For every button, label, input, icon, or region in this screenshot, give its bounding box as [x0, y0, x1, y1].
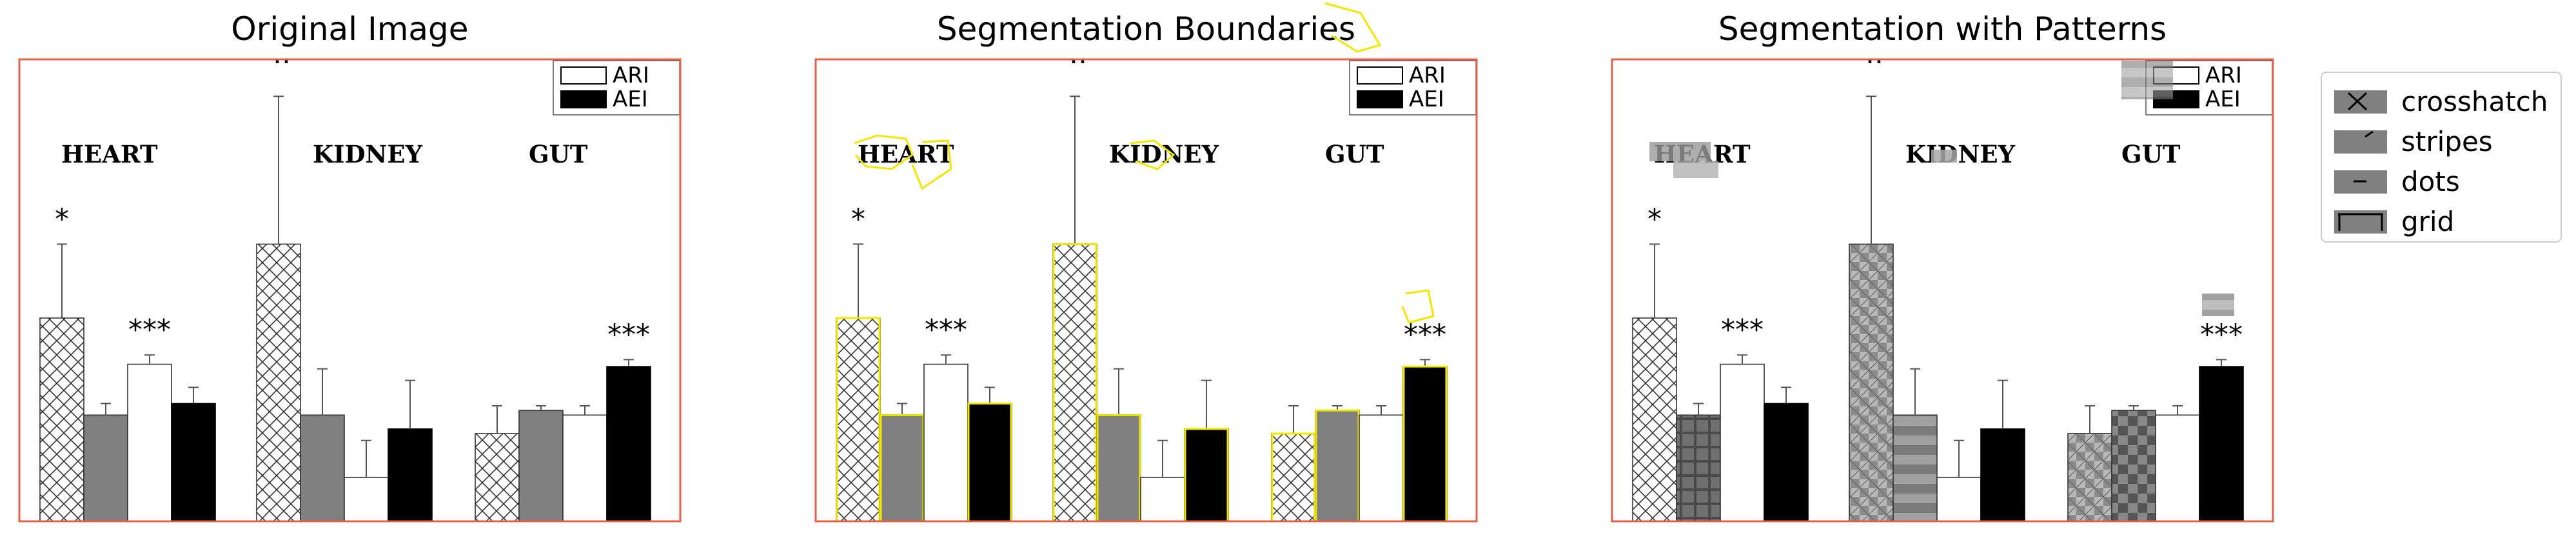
bar-gut-s1 — [1271, 433, 1316, 522]
bar-heart-s2 — [83, 414, 128, 522]
bar-heart-s4 — [1764, 403, 1809, 522]
pattern-legend: crosshatch stripes dots grid — [2321, 72, 2562, 243]
bar-kidney-s4 — [1980, 428, 2025, 522]
legend-label-ari: ARI — [1409, 63, 1446, 88]
top-tick-mark: .. — [273, 37, 291, 70]
group-label-gut: GUT — [2121, 140, 2181, 168]
pattern-legend-label-stripes: stripes — [2401, 126, 2493, 157]
bar-kidney-s3 — [1936, 477, 1981, 522]
panel-title: Segmentation Boundaries — [937, 10, 1355, 48]
slash-glyph-icon — [2365, 130, 2374, 138]
pattern-legend-box — [2321, 72, 2562, 243]
group-label-gut: GUT — [529, 140, 588, 168]
bar-gut-s3 — [562, 414, 607, 522]
panel-title: Original Image — [231, 10, 468, 48]
bar-gut-s1 — [2067, 433, 2112, 522]
bar-heart-s4 — [171, 403, 216, 522]
pattern-blob — [1673, 161, 1718, 178]
segment-outline — [854, 134, 914, 170]
bar-heart-s4 — [967, 403, 1012, 522]
pattern-swatch-crosshatch — [2334, 90, 2387, 114]
plot-frame — [18, 58, 682, 523]
bar-heart-s2 — [1676, 414, 1721, 522]
legend-label-ari: ARI — [613, 63, 649, 88]
bar-heart-s3 — [923, 363, 968, 522]
legend-label-aei: AEI — [613, 86, 648, 112]
panel-1: Original Image..HEART KIDNEY GUT**** ***ARI… — [18, 10, 682, 523]
bar-kidney-s4 — [1184, 428, 1229, 522]
significance-label: *** — [2200, 318, 2243, 351]
pattern-legend-label-grid: grid — [2401, 206, 2454, 237]
bar-gut-s4 — [606, 366, 651, 522]
legend-swatch-aei — [1357, 90, 1403, 108]
pattern-legend-label-dots: dots — [2401, 166, 2460, 197]
bar-heart-s3 — [1720, 363, 1765, 522]
bar-heart-s1 — [1632, 317, 1677, 522]
pattern-swatch-stripes — [2334, 130, 2387, 154]
legend-label-ari: ARI — [2205, 63, 2242, 88]
significance-label: *** — [925, 314, 967, 346]
panel-title: Segmentation with Patterns — [1718, 10, 2167, 48]
bar-gut-s2 — [1315, 410, 1360, 522]
group-label-gut: GUT — [1325, 140, 1384, 168]
legend-swatch-ari — [1357, 66, 1403, 85]
segment-outline — [1324, 2, 1382, 53]
bar-heart-s1 — [836, 317, 881, 522]
segment-outline — [911, 139, 952, 190]
legend-label-aei: AEI — [1409, 86, 1444, 112]
segment-outline — [1401, 289, 1435, 324]
x-glyph-icon — [2347, 92, 2368, 111]
legend-swatch-ari — [560, 66, 607, 85]
bar-kidney-s1 — [256, 243, 301, 522]
pattern-blob — [2121, 61, 2173, 99]
significance-label: * — [851, 203, 865, 235]
panel-2: Segmentation Boundaries..HEART KIDNEY GUT*… — [814, 2, 1478, 523]
bar-kidney-s4 — [388, 428, 433, 522]
bar-kidney-s2 — [1096, 414, 1141, 522]
pattern-blob — [1931, 150, 1957, 163]
bar-gut-s4 — [1402, 366, 1448, 522]
bar-gut-s2 — [2111, 410, 2156, 522]
bar-kidney-s1 — [1849, 243, 1894, 522]
bar-gut-s4 — [2199, 366, 2244, 522]
bar-kidney-s3 — [344, 477, 389, 522]
plot-frame — [814, 58, 1478, 523]
bar-kidney-s3 — [1140, 477, 1185, 522]
legend-swatch-aei — [560, 90, 607, 108]
group-label-heart: HEART — [858, 140, 954, 168]
segment-outline — [1130, 139, 1175, 170]
panel-3: Segmentation with Patterns..HEARTKIDNEYG… — [1611, 10, 2274, 523]
bar-gut-s3 — [1359, 414, 1404, 522]
group-label-heart: HEART — [61, 140, 158, 168]
top-tick-mark: .. — [1069, 37, 1087, 70]
group-label-kidney: KIDNEY — [313, 140, 423, 168]
plot-frame — [1611, 58, 2274, 523]
top-tick-mark: .. — [1865, 37, 1883, 70]
significance-label: *** — [1721, 314, 1764, 346]
significance-label: *** — [128, 314, 171, 346]
significance-label: *** — [607, 318, 650, 351]
pattern-legend-label-crosshatch: crosshatch — [2401, 86, 2548, 117]
bar-kidney-s1 — [1052, 243, 1097, 522]
bar-gut-s3 — [2155, 414, 2200, 522]
significance-label: * — [55, 203, 69, 235]
pattern-blob — [2202, 294, 2234, 316]
legend-label-aei: AEI — [2205, 86, 2241, 112]
significance-label: * — [1647, 203, 1662, 235]
group-label-kidney: KIDNEY — [1905, 140, 2016, 168]
tee-glyph-icon — [2338, 213, 2383, 231]
bar-heart-s1 — [39, 317, 84, 522]
pattern-blob — [1649, 142, 1711, 161]
bar-heart-s3 — [127, 363, 172, 522]
bar-heart-s2 — [880, 414, 925, 522]
significance-label: *** — [1404, 318, 1446, 351]
bar-gut-s1 — [475, 433, 520, 522]
bar-gut-s2 — [518, 410, 564, 522]
bar-kidney-s2 — [1893, 414, 1938, 522]
bar-kidney-s2 — [300, 414, 345, 522]
